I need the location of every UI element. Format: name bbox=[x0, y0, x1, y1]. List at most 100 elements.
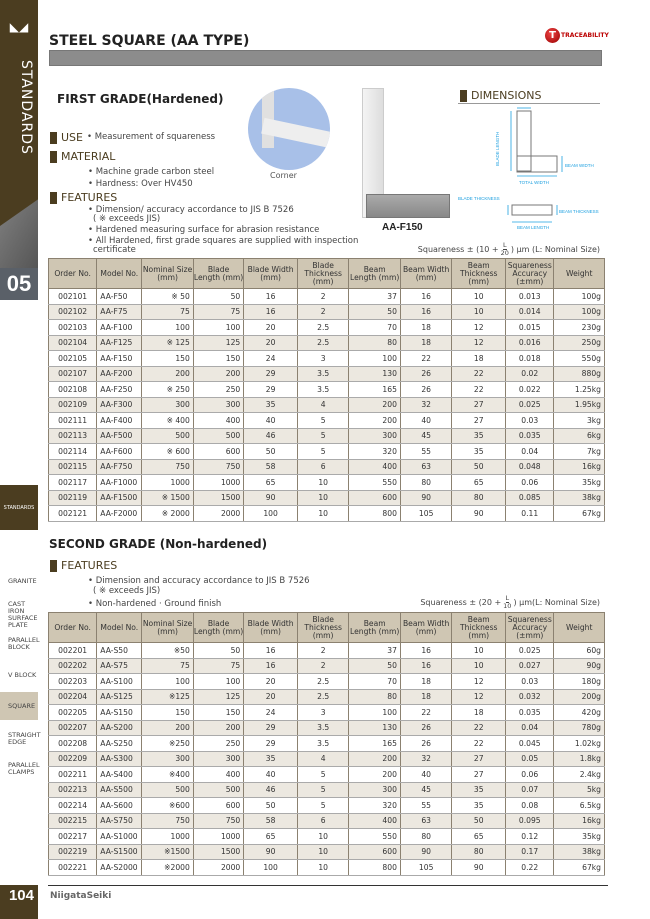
table-cell: 300 bbox=[192, 750, 245, 767]
table-cell: 550 bbox=[348, 474, 401, 491]
table-cell: 300 bbox=[141, 750, 194, 767]
table-cell: 27 bbox=[451, 396, 507, 413]
table-cell: 18 bbox=[451, 704, 507, 721]
table-row: 002202 AA-S75 75 75 16 2 50 16 10 0.027 90g bbox=[47, 657, 605, 674]
table-cell: 1500 bbox=[192, 489, 245, 506]
table-cell: 550 bbox=[348, 828, 401, 845]
table-cell: 50 bbox=[192, 642, 245, 659]
table-cell: 002211 bbox=[47, 766, 98, 783]
material-section: MATERIAL bbox=[50, 150, 115, 163]
title-bar bbox=[49, 50, 602, 66]
table-row: 002204 AA-S125 ※125 125 20 2.5 80 18 12 0.032 200g bbox=[47, 688, 605, 705]
table-cell: 22 bbox=[399, 704, 453, 721]
table-cell: 1000 bbox=[192, 474, 245, 491]
table-cell: 10 bbox=[451, 642, 507, 659]
table-row: 002102 AA-F75 75 75 16 2 50 16 10 0.014 100g bbox=[47, 303, 605, 320]
table-cell: AA-S75 bbox=[96, 657, 143, 674]
nav-parallel-clamps[interactable]: PARALLEL CLAMPS bbox=[8, 761, 40, 776]
formula-numerator: L bbox=[502, 241, 507, 250]
features-section-2: FEATURES bbox=[50, 559, 117, 572]
nav-v-block[interactable]: V BLOCK bbox=[8, 671, 37, 679]
table-cell: 100 bbox=[243, 859, 298, 876]
table-cell: 002101 bbox=[47, 288, 98, 305]
feature-item: • Dimension/ accuracy accordance to JIS … bbox=[88, 205, 294, 215]
table-cell: 002213 bbox=[47, 781, 98, 798]
table-cell: AA-S250 bbox=[96, 735, 143, 752]
table-cell: 550g bbox=[553, 350, 605, 367]
table-cell: 750 bbox=[141, 458, 194, 475]
table-cell: 35 bbox=[243, 750, 298, 767]
table-cell: ※400 bbox=[141, 766, 194, 783]
table-row: 002208 AA-S250 ※250 250 29 3.5 165 26 22 0.045 1.0… bbox=[47, 735, 605, 752]
table-cell: 002115 bbox=[47, 458, 98, 475]
formula-suffix: ) μm(L: Nominal Size) bbox=[513, 598, 600, 607]
table-cell: 10 bbox=[296, 859, 350, 876]
table-cell: 26 bbox=[399, 719, 453, 736]
table-cell: 29 bbox=[243, 735, 298, 752]
table-cell: AA-F250 bbox=[96, 381, 143, 398]
dim-total-width: TOTAL WIDTH bbox=[519, 180, 549, 185]
table-cell: 0.11 bbox=[505, 505, 555, 522]
table-cell: 90 bbox=[451, 859, 507, 876]
table-cell: 90g bbox=[553, 657, 605, 674]
column-header: Model No. bbox=[96, 258, 143, 289]
table-cell: ※2000 bbox=[141, 859, 194, 876]
corner-caption: Corner bbox=[270, 171, 297, 180]
table-cell: 16 bbox=[243, 288, 298, 305]
table-cell: 90 bbox=[243, 489, 298, 506]
table-cell: 200 bbox=[348, 396, 401, 413]
nav-parallel-block[interactable]: PARALLEL BLOCK bbox=[8, 636, 40, 651]
table-cell: 65 bbox=[243, 474, 298, 491]
table-cell: 002215 bbox=[47, 812, 98, 829]
features-label: FEATURES bbox=[61, 559, 118, 572]
table-cell: 0.06 bbox=[505, 474, 555, 491]
table-cell: AA-S125 bbox=[96, 688, 143, 705]
table-cell: AA-F200 bbox=[96, 365, 143, 382]
table-cell: 0.035 bbox=[505, 427, 555, 444]
sidebar-tab-standards[interactable]: STANDARDS bbox=[0, 485, 38, 530]
table-cell: 300 bbox=[192, 396, 245, 413]
table-cell: 002117 bbox=[47, 474, 98, 491]
table-cell: 80 bbox=[451, 843, 507, 860]
table-cell: ※50 bbox=[141, 642, 194, 659]
table-cell: 60g bbox=[553, 642, 605, 659]
dim-beam-width: BEAM WIDTH bbox=[565, 163, 594, 168]
table-cell: 200 bbox=[348, 766, 401, 783]
table-cell: 1.25kg bbox=[553, 381, 605, 398]
table-row: 002107 AA-F200 200 200 29 3.5 130 26 22 0.02 880g bbox=[47, 365, 605, 382]
column-header: Squareness Accuracy (±mm) bbox=[505, 258, 555, 289]
feature-item-cont: certificate bbox=[93, 245, 136, 255]
table-cell: 22 bbox=[451, 365, 507, 382]
nav-straight-edge[interactable]: STRAIGHT EDGE bbox=[8, 731, 41, 746]
table-cell: 20 bbox=[243, 319, 298, 336]
footer-divider bbox=[48, 885, 608, 886]
table-cell: 0.08 bbox=[505, 797, 555, 814]
table-cell: 0.22 bbox=[505, 859, 555, 876]
table-cell: AA-S1500 bbox=[96, 843, 143, 860]
table-cell: 46 bbox=[243, 427, 298, 444]
table-cell: 75 bbox=[192, 657, 245, 674]
table-cell: 320 bbox=[348, 797, 401, 814]
table-cell: 22 bbox=[451, 735, 507, 752]
nav-cast-iron-surface-plate[interactable]: CAST IRON SURFACE PLATE bbox=[8, 600, 38, 629]
table-cell: 3 bbox=[296, 704, 350, 721]
table-cell: 70 bbox=[348, 319, 401, 336]
table-cell: 100 bbox=[243, 505, 298, 522]
table-cell: 75 bbox=[141, 303, 194, 320]
table-cell: 63 bbox=[399, 458, 453, 475]
table-cell: AA-F400 bbox=[96, 412, 143, 429]
table-row: 002103 AA-F100 100 100 20 2.5 70 18 12 0.015 230g bbox=[47, 319, 605, 336]
table-row: 002217 AA-S1000 1000 1000 65 10 550 80 65 0.12 35k… bbox=[47, 828, 605, 845]
first-grade-spec-table: Order No. Model No. Nominal Size (mm) Blade… bbox=[47, 258, 605, 522]
table-cell: 150 bbox=[192, 704, 245, 721]
table-cell: 002119 bbox=[47, 489, 98, 506]
table-cell: 35 bbox=[451, 781, 507, 798]
nav-square[interactable]: SQUARE bbox=[8, 702, 36, 710]
table-cell: 002104 bbox=[47, 334, 98, 351]
table-cell: 200 bbox=[141, 719, 194, 736]
table-cell: 780g bbox=[553, 719, 605, 736]
table-cell: 2.4kg bbox=[553, 766, 605, 783]
nav-granite[interactable]: GRANITE bbox=[8, 577, 37, 585]
table-cell: 500 bbox=[141, 781, 194, 798]
table-cell: 800 bbox=[348, 505, 401, 522]
